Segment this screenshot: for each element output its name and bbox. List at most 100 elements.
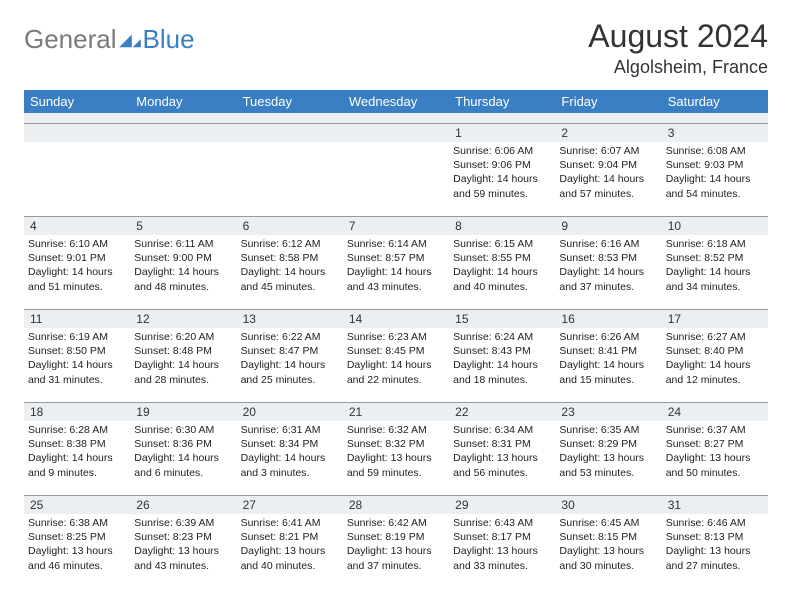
day-number-cell: 13 — [237, 309, 343, 328]
daylight-line: Daylight: 13 hours and 50 minutes. — [666, 451, 764, 479]
day-detail-cell: Sunrise: 6:26 AMSunset: 8:41 PMDaylight:… — [555, 328, 661, 402]
daylight-line: Daylight: 13 hours and 30 minutes. — [559, 544, 657, 572]
sunrise-line: Sunrise: 6:32 AM — [347, 423, 445, 437]
day-number-cell: 16 — [555, 309, 661, 328]
day-number-cell: 7 — [343, 216, 449, 235]
sunset-line: Sunset: 9:06 PM — [453, 158, 551, 172]
sunset-line: Sunset: 8:38 PM — [28, 437, 126, 451]
day-number-cell: 2 — [555, 123, 661, 142]
day-number-cell: 31 — [662, 495, 768, 514]
day-number-cell: 12 — [130, 309, 236, 328]
sunset-line: Sunset: 8:19 PM — [347, 530, 445, 544]
daylight-line: Daylight: 14 hours and 51 minutes. — [28, 265, 126, 293]
sunrise-line: Sunrise: 6:28 AM — [28, 423, 126, 437]
daylight-line: Daylight: 14 hours and 18 minutes. — [453, 358, 551, 386]
day-number-cell: 23 — [555, 402, 661, 421]
sunset-line: Sunset: 8:57 PM — [347, 251, 445, 265]
sunset-line: Sunset: 8:48 PM — [134, 344, 232, 358]
logo-icon — [119, 31, 141, 49]
day-detail-cell: Sunrise: 6:15 AMSunset: 8:55 PMDaylight:… — [449, 235, 555, 309]
sunset-line: Sunset: 8:21 PM — [241, 530, 339, 544]
day-number-cell: 10 — [662, 216, 768, 235]
sunset-line: Sunset: 8:40 PM — [666, 344, 764, 358]
day-number-cell: 28 — [343, 495, 449, 514]
sunset-line: Sunset: 9:01 PM — [28, 251, 126, 265]
sunset-line: Sunset: 8:13 PM — [666, 530, 764, 544]
day-detail-cell: Sunrise: 6:11 AMSunset: 9:00 PMDaylight:… — [130, 235, 236, 309]
sunrise-line: Sunrise: 6:06 AM — [453, 144, 551, 158]
day-detail-cell: Sunrise: 6:07 AMSunset: 9:04 PMDaylight:… — [555, 142, 661, 216]
day-number-cell: 26 — [130, 495, 236, 514]
sunrise-line: Sunrise: 6:39 AM — [134, 516, 232, 530]
sunset-line: Sunset: 8:43 PM — [453, 344, 551, 358]
day-detail-cell — [24, 142, 130, 216]
day-number-cell: 6 — [237, 216, 343, 235]
spacer-cell — [237, 113, 343, 123]
sunrise-line: Sunrise: 6:22 AM — [241, 330, 339, 344]
sunrise-line: Sunrise: 6:26 AM — [559, 330, 657, 344]
day-number-cell: 27 — [237, 495, 343, 514]
sunrise-line: Sunrise: 6:41 AM — [241, 516, 339, 530]
day-number-cell: 25 — [24, 495, 130, 514]
sunset-line: Sunset: 8:32 PM — [347, 437, 445, 451]
sunrise-line: Sunrise: 6:46 AM — [666, 516, 764, 530]
logo: General Blue — [24, 18, 195, 55]
spacer-cell — [662, 113, 768, 123]
day-detail-cell: Sunrise: 6:32 AMSunset: 8:32 PMDaylight:… — [343, 421, 449, 495]
sunset-line: Sunset: 8:58 PM — [241, 251, 339, 265]
sunset-line: Sunset: 8:47 PM — [241, 344, 339, 358]
day-detail-cell: Sunrise: 6:06 AMSunset: 9:06 PMDaylight:… — [449, 142, 555, 216]
sunrise-line: Sunrise: 6:31 AM — [241, 423, 339, 437]
daylight-line: Daylight: 13 hours and 59 minutes. — [347, 451, 445, 479]
daylight-line: Daylight: 14 hours and 57 minutes. — [559, 172, 657, 200]
sunset-line: Sunset: 8:53 PM — [559, 251, 657, 265]
sunset-line: Sunset: 8:31 PM — [453, 437, 551, 451]
daylight-line: Daylight: 14 hours and 9 minutes. — [28, 451, 126, 479]
day-header-cell: Wednesday — [343, 90, 449, 113]
day-detail-cell: Sunrise: 6:16 AMSunset: 8:53 PMDaylight:… — [555, 235, 661, 309]
day-number-cell — [130, 123, 236, 142]
daylight-line: Daylight: 13 hours and 53 minutes. — [559, 451, 657, 479]
sunset-line: Sunset: 8:27 PM — [666, 437, 764, 451]
daylight-line: Daylight: 14 hours and 43 minutes. — [347, 265, 445, 293]
day-detail-cell: Sunrise: 6:08 AMSunset: 9:03 PMDaylight:… — [662, 142, 768, 216]
sunset-line: Sunset: 8:41 PM — [559, 344, 657, 358]
day-header-row: SundayMondayTuesdayWednesdayThursdayFrid… — [24, 90, 768, 113]
sunrise-line: Sunrise: 6:08 AM — [666, 144, 764, 158]
day-number-cell: 17 — [662, 309, 768, 328]
day-number-cell — [343, 123, 449, 142]
daylight-line: Daylight: 13 hours and 27 minutes. — [666, 544, 764, 572]
day-detail-cell: Sunrise: 6:30 AMSunset: 8:36 PMDaylight:… — [130, 421, 236, 495]
sunrise-line: Sunrise: 6:07 AM — [559, 144, 657, 158]
spacer-cell — [449, 113, 555, 123]
day-header-cell: Tuesday — [237, 90, 343, 113]
page-header: General Blue August 2024 Algolsheim, Fra… — [24, 18, 768, 78]
sunrise-line: Sunrise: 6:42 AM — [347, 516, 445, 530]
day-number-cell: 29 — [449, 495, 555, 514]
sunrise-line: Sunrise: 6:18 AM — [666, 237, 764, 251]
day-number-cell: 18 — [24, 402, 130, 421]
daylight-line: Daylight: 14 hours and 45 minutes. — [241, 265, 339, 293]
day-number-cell: 24 — [662, 402, 768, 421]
day-detail-cell: Sunrise: 6:28 AMSunset: 8:38 PMDaylight:… — [24, 421, 130, 495]
day-detail-cell — [343, 142, 449, 216]
daylight-line: Daylight: 13 hours and 40 minutes. — [241, 544, 339, 572]
daylight-line: Daylight: 14 hours and 59 minutes. — [453, 172, 551, 200]
day-number-cell: 20 — [237, 402, 343, 421]
daylight-line: Daylight: 14 hours and 34 minutes. — [666, 265, 764, 293]
sunrise-line: Sunrise: 6:23 AM — [347, 330, 445, 344]
sunset-line: Sunset: 8:55 PM — [453, 251, 551, 265]
sunset-line: Sunset: 8:17 PM — [453, 530, 551, 544]
day-number-cell: 3 — [662, 123, 768, 142]
sunset-line: Sunset: 9:00 PM — [134, 251, 232, 265]
day-detail-cell: Sunrise: 6:39 AMSunset: 8:23 PMDaylight:… — [130, 514, 236, 588]
calendar: SundayMondayTuesdayWednesdayThursdayFrid… — [24, 90, 768, 588]
day-number-cell: 1 — [449, 123, 555, 142]
day-detail-cell: Sunrise: 6:43 AMSunset: 8:17 PMDaylight:… — [449, 514, 555, 588]
daylight-line: Daylight: 14 hours and 3 minutes. — [241, 451, 339, 479]
daylight-line: Daylight: 14 hours and 37 minutes. — [559, 265, 657, 293]
daylight-line: Daylight: 14 hours and 28 minutes. — [134, 358, 232, 386]
spacer-cell — [555, 113, 661, 123]
sunset-line: Sunset: 8:23 PM — [134, 530, 232, 544]
sunrise-line: Sunrise: 6:38 AM — [28, 516, 126, 530]
